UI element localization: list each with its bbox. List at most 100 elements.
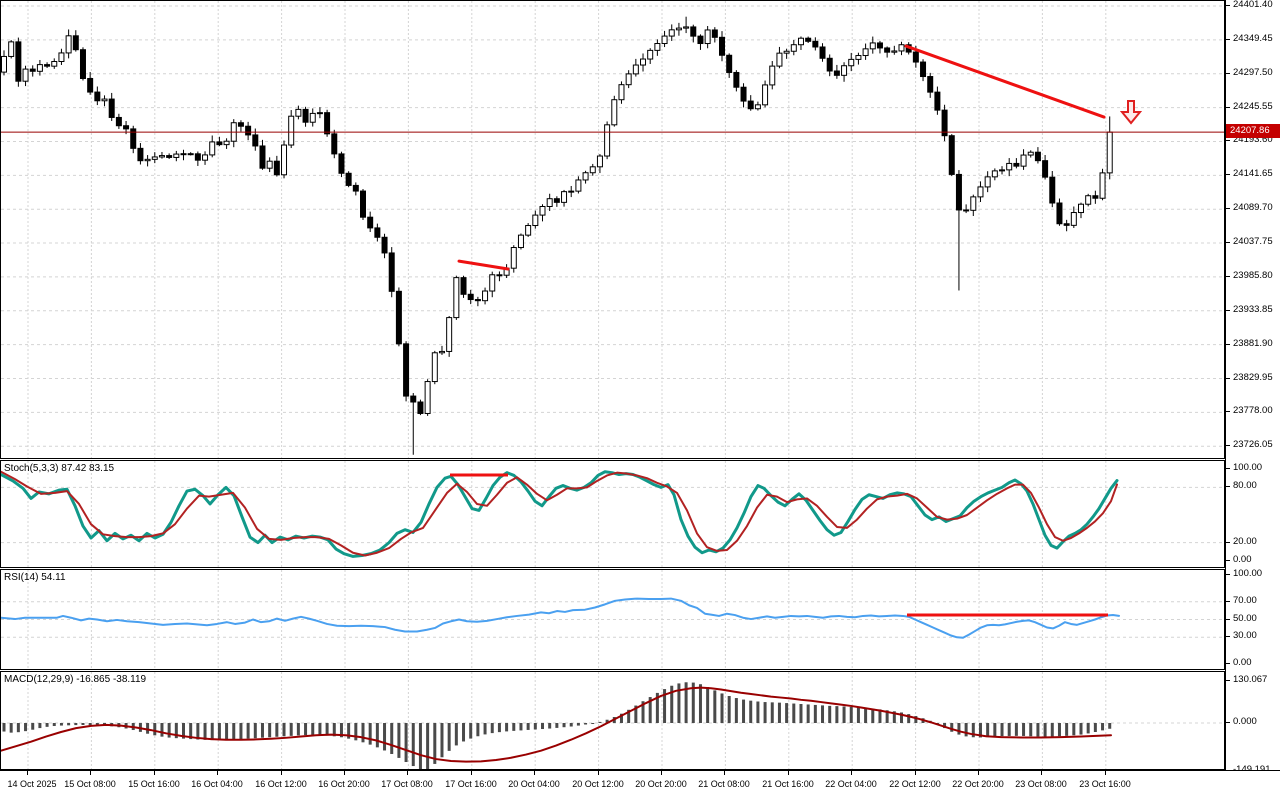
price-axis[interactable]: 24401.40 24349.45 24297.50 24245.55 24193.60… (1225, 0, 1280, 775)
macd-bar (734, 698, 738, 723)
rsi-panel[interactable] (0, 569, 1225, 670)
axis-value-label: 0.00 (1233, 554, 1252, 565)
macd-bar (1036, 723, 1040, 737)
bear-candle (72, 35, 79, 51)
bull-candle (668, 29, 675, 37)
bear-candle (15, 41, 22, 82)
macd-bar (182, 723, 185, 739)
macd-bar (548, 723, 552, 729)
price-panel[interactable] (0, 0, 1225, 459)
bull-candle (51, 61, 58, 67)
time-axis-label: 20 Oct 20:00 (635, 779, 687, 789)
bear-candle (1049, 176, 1056, 204)
macd-bar (45, 723, 49, 727)
bear-candle (496, 274, 503, 277)
macd-bar (153, 723, 157, 736)
axis-tick-mark (1226, 560, 1230, 561)
axis-tick-mark (1226, 468, 1230, 469)
bull-candle (173, 153, 180, 158)
bear-candle (963, 209, 970, 212)
axis-value-label: 100.00 (1233, 568, 1263, 579)
macd-bar (663, 689, 667, 723)
bear-candle (474, 299, 481, 302)
time-tick-mark (661, 771, 662, 775)
bear-candle (711, 29, 718, 38)
axis-value-label: 24141.65 (1233, 168, 1273, 179)
time-axis-label: 22 Oct 04:00 (825, 779, 877, 789)
macd-bar (1093, 723, 1097, 732)
bull-candle (1078, 203, 1084, 214)
axis-tick-mark (1226, 722, 1230, 723)
bear-candle (1034, 151, 1041, 162)
bull-candle (783, 50, 790, 54)
trendline-1[interactable] (457, 259, 510, 271)
bull-candle (841, 65, 848, 76)
bear-candle (1063, 223, 1070, 226)
macd-bar (1072, 723, 1076, 736)
macd-bar (483, 723, 487, 735)
bull-candle (223, 140, 230, 146)
macd-bar (67, 723, 71, 726)
bear-candle (948, 135, 955, 175)
axis-value-label: 50.00 (1233, 613, 1257, 624)
macd-bar (986, 723, 990, 738)
macd-panel[interactable] (0, 671, 1225, 770)
macd-bar (813, 704, 817, 723)
bull-candle (446, 317, 453, 352)
macd-bar (296, 723, 300, 736)
macd-bar (426, 723, 430, 769)
bull-candle (281, 144, 288, 176)
macd-bar (325, 723, 329, 736)
axis-tick-mark (1226, 140, 1230, 141)
rsi-plot[interactable] (1, 570, 1224, 669)
axis-value-label: 24297.50 (1233, 67, 1273, 78)
macd-bar (907, 714, 911, 723)
time-axis-label: 23 Oct 16:00 (1079, 779, 1131, 789)
time-tick-mark (534, 771, 535, 775)
time-axis-label: 17 Oct 16:00 (445, 779, 497, 789)
macd-bar (770, 702, 774, 723)
axis-tick-mark (1226, 486, 1230, 487)
time-axis-label: 15 Oct 08:00 (64, 779, 116, 789)
bear-candle (367, 216, 374, 229)
bear-candle (245, 125, 252, 136)
axis-tick-mark (1226, 378, 1230, 379)
macd-bar (892, 711, 896, 723)
bull-candle (625, 73, 632, 86)
stochastic-panel[interactable] (0, 460, 1225, 568)
macd-bar (490, 723, 494, 734)
bear-candle (381, 236, 388, 254)
bull-candle (991, 170, 998, 178)
bull-candle (661, 35, 668, 45)
bull-candle (151, 156, 158, 160)
macd-bar (957, 723, 961, 735)
bear-candle (740, 86, 747, 102)
bull-candle (640, 58, 647, 66)
bull-candle (158, 155, 165, 158)
bull-candle (797, 37, 804, 46)
time-axis-label: 22 Oct 20:00 (952, 779, 1004, 789)
macd-bar (210, 723, 214, 741)
axis-value-label: 24349.45 (1233, 33, 1273, 44)
sell-arrow-icon[interactable] (1118, 99, 1144, 127)
time-axis[interactable]: 14 Oct 2025 15 Oct 08:00 15 Oct 16:00 16 Oc… (0, 770, 1280, 800)
bear-candle (1092, 195, 1099, 199)
macd-bar (777, 702, 781, 723)
axis-value-label: 24089.70 (1233, 202, 1273, 213)
time-axis-label: 21 Oct 08:00 (698, 779, 750, 789)
axis-value-label: 24193.60 (1233, 134, 1273, 145)
trendline-0[interactable] (904, 44, 1106, 119)
time-tick-mark (281, 771, 282, 775)
macd-bar (440, 723, 444, 758)
bear-candle (166, 155, 173, 158)
macd-bar (950, 723, 954, 732)
macd-bar (541, 723, 544, 730)
macd-bar (885, 710, 889, 723)
price-plot[interactable] (1, 1, 1224, 458)
macd-plot[interactable] (1, 672, 1224, 769)
axis-tick-mark (1226, 73, 1230, 74)
stochastic-plot[interactable] (1, 461, 1224, 567)
axis-value-label: 23985.80 (1233, 270, 1273, 281)
bear-candle (460, 277, 467, 295)
bear-candle (94, 91, 101, 102)
